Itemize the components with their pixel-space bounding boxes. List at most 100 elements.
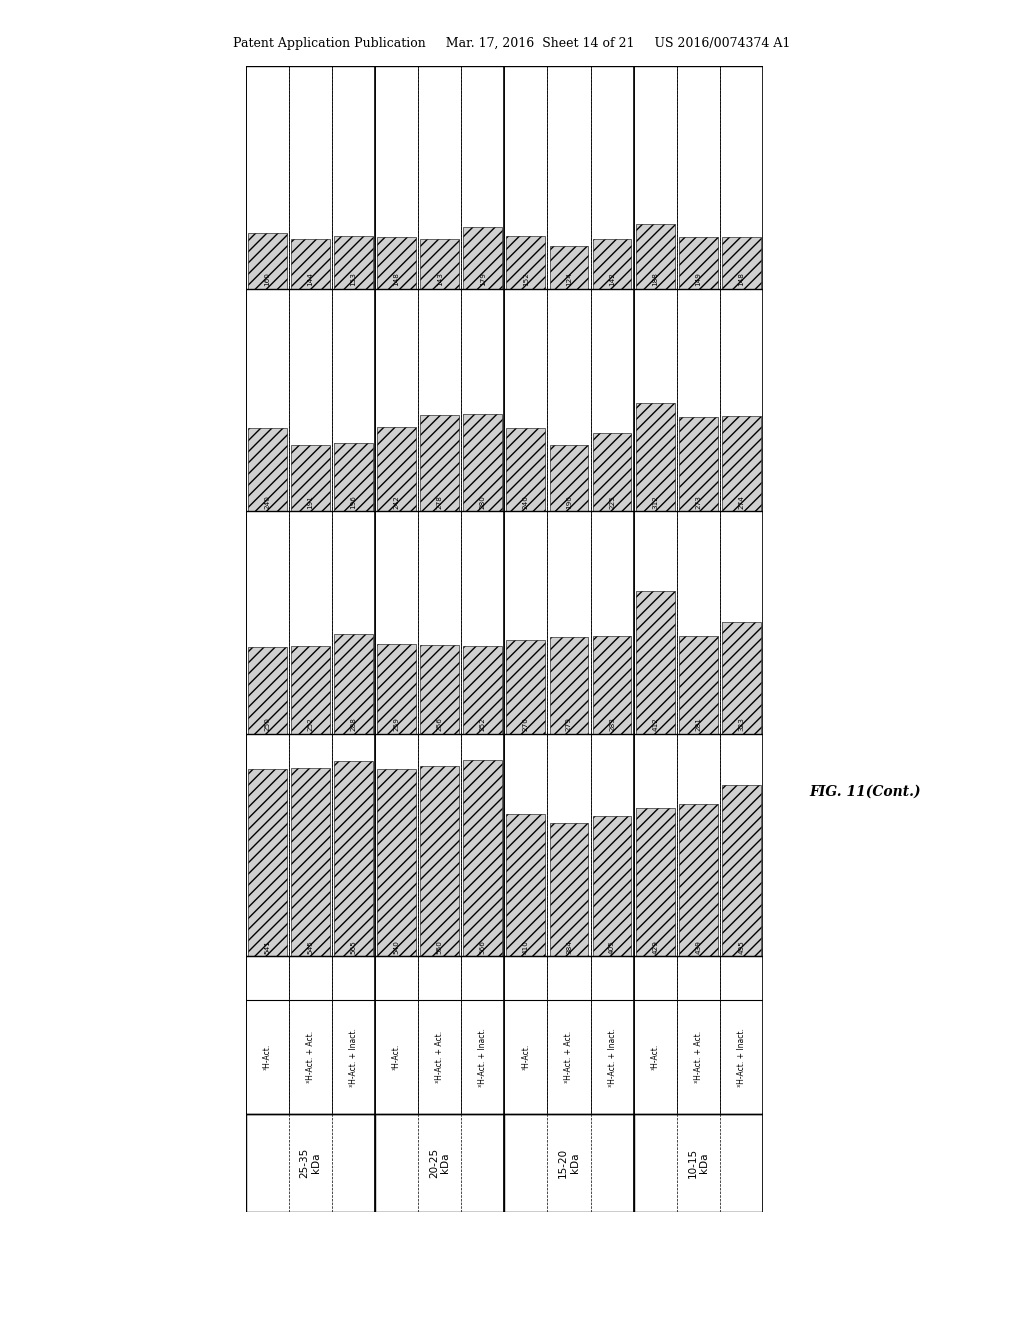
Bar (720, 511, 763, 734)
Text: ³H-Act. + Inact.: ³H-Act. + Inact. (478, 1028, 487, 1086)
Bar (248, 770, 287, 956)
Bar (634, 956, 677, 999)
Bar (375, 956, 418, 999)
Bar (636, 403, 675, 511)
Bar (332, 956, 375, 999)
Bar (720, 66, 763, 289)
Bar (246, 956, 289, 999)
Text: 274: 274 (738, 495, 744, 508)
Bar (334, 760, 373, 956)
Bar (720, 289, 763, 511)
Bar (375, 956, 418, 999)
Text: 384: 384 (566, 940, 572, 954)
Bar (291, 768, 330, 956)
Bar (375, 511, 418, 734)
Text: 439: 439 (695, 940, 701, 954)
Bar (418, 511, 461, 734)
Bar (461, 999, 504, 1114)
Text: 10-15
kDa: 10-15 kDa (687, 1148, 709, 1179)
Text: 405: 405 (609, 940, 615, 954)
Text: 545: 545 (307, 940, 313, 954)
Text: 541: 541 (264, 940, 270, 954)
Text: Patent Application Publication     Mar. 17, 2016  Sheet 14 of 21     US 2016/007: Patent Application Publication Mar. 17, … (233, 37, 791, 50)
Text: ³H-Act.: ³H-Act. (392, 1044, 401, 1071)
Bar (591, 956, 634, 999)
Bar (591, 734, 634, 956)
Bar (677, 511, 720, 734)
Bar (636, 808, 675, 956)
Bar (289, 956, 332, 999)
Bar (246, 734, 289, 956)
Text: 288: 288 (350, 718, 356, 731)
Bar (634, 289, 677, 511)
Text: 259: 259 (393, 718, 399, 731)
Bar (289, 734, 332, 956)
Bar (420, 645, 459, 734)
Bar (375, 289, 418, 511)
Bar (289, 511, 332, 734)
Bar (334, 444, 373, 511)
Bar (246, 956, 289, 999)
Bar (507, 640, 545, 734)
Bar (334, 236, 373, 289)
Bar (246, 511, 289, 734)
Bar (550, 824, 589, 956)
Bar (591, 956, 634, 999)
Text: 144: 144 (307, 272, 313, 286)
Bar (550, 445, 589, 511)
Text: ³H-Act. + Act.: ³H-Act. + Act. (564, 1031, 573, 1084)
Bar (548, 956, 591, 999)
Text: 565: 565 (350, 940, 356, 954)
Bar (593, 239, 632, 289)
Text: 124: 124 (566, 272, 572, 286)
Bar (289, 956, 332, 999)
Bar (289, 66, 332, 289)
Bar (461, 734, 504, 956)
Bar (722, 622, 761, 734)
Bar (634, 956, 677, 999)
Bar (248, 428, 287, 511)
Text: 196: 196 (350, 495, 356, 508)
Bar (720, 956, 763, 999)
Text: 240: 240 (523, 495, 528, 508)
Text: 20-25
kDa: 20-25 kDa (429, 1148, 451, 1179)
Bar (418, 66, 461, 289)
Text: 160: 160 (264, 272, 270, 286)
Bar (507, 236, 545, 289)
Text: 252: 252 (307, 718, 313, 731)
Text: 278: 278 (436, 495, 442, 508)
Text: 429: 429 (652, 940, 658, 954)
Text: 149: 149 (695, 272, 701, 286)
Bar (634, 956, 677, 999)
Text: 250: 250 (264, 718, 270, 731)
Bar (548, 956, 591, 999)
Bar (591, 999, 634, 1114)
Text: 153: 153 (350, 272, 356, 286)
Bar (375, 999, 418, 1114)
Bar (634, 956, 677, 999)
Bar (591, 956, 634, 999)
Bar (504, 956, 548, 999)
Bar (591, 66, 634, 289)
Bar (461, 956, 504, 999)
Bar (461, 66, 504, 289)
Text: 256: 256 (436, 718, 442, 731)
Bar (677, 734, 720, 956)
Bar (461, 956, 504, 999)
Text: 15-20
kDa: 15-20 kDa (558, 1148, 580, 1179)
Bar (720, 956, 763, 999)
Bar (332, 956, 375, 999)
Bar (548, 511, 591, 734)
Text: 142: 142 (609, 272, 615, 286)
Bar (634, 999, 677, 1114)
Bar (375, 1114, 504, 1212)
Text: 280: 280 (480, 495, 485, 508)
Bar (418, 734, 461, 956)
Bar (332, 734, 375, 956)
Bar (420, 239, 459, 289)
Bar (636, 591, 675, 734)
Bar (420, 766, 459, 956)
Bar (634, 734, 677, 956)
Bar (504, 956, 548, 999)
Bar (375, 956, 418, 999)
